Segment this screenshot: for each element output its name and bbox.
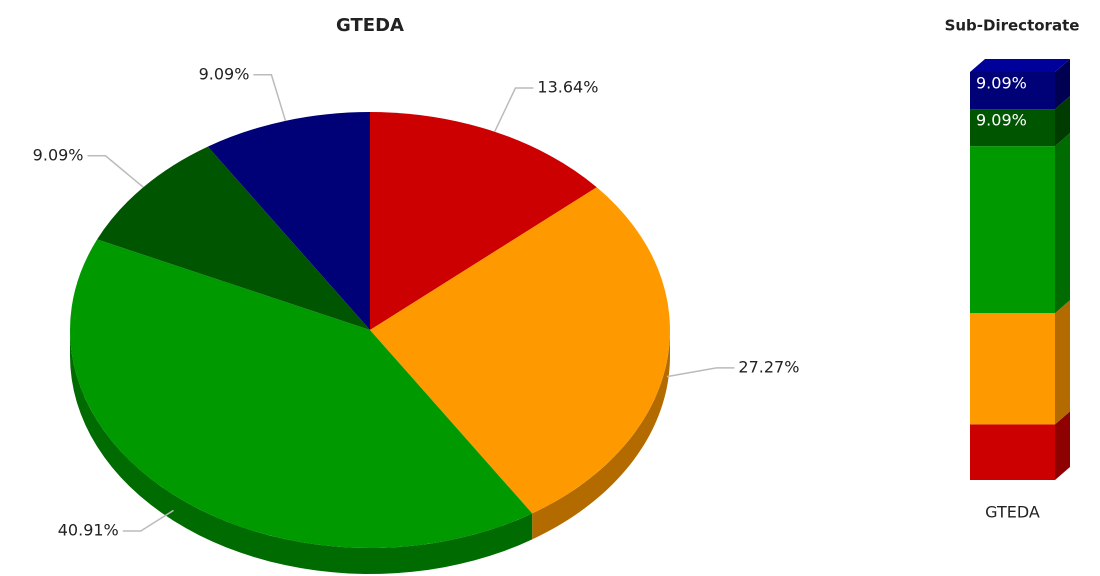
bar-side <box>1055 96 1070 147</box>
bar-segment <box>970 146 1055 314</box>
bar-side <box>1055 300 1070 425</box>
leader-line <box>666 367 735 378</box>
pie-slice <box>370 187 670 514</box>
bar-segment <box>970 424 1055 480</box>
leader-line <box>493 87 534 133</box>
bar-segment <box>970 72 1055 110</box>
pie-title: GTEDA <box>336 15 404 36</box>
x-tick-label: GTEDA <box>985 503 1040 522</box>
leader-line <box>87 155 144 188</box>
pie-side <box>70 330 533 574</box>
data-label: 9.09% <box>199 64 250 83</box>
data-label: 27.27% <box>738 357 799 376</box>
bar-top <box>970 59 1070 72</box>
bar-side <box>1055 59 1070 110</box>
leader-line <box>122 509 174 532</box>
data-label: 9.09% <box>976 74 1027 93</box>
bar-segment <box>970 313 1055 425</box>
bar-side <box>1055 133 1070 314</box>
data-label: 40.91% <box>58 521 119 540</box>
pie-slice <box>207 112 370 330</box>
pie-side <box>532 330 670 540</box>
pie-slice <box>70 239 533 548</box>
pie-slice <box>97 146 371 330</box>
pie-slice <box>370 112 597 330</box>
bar-title: Sub-Directorate <box>945 17 1080 35</box>
data-label: 9.09% <box>33 145 84 164</box>
bar-segment <box>970 109 1055 147</box>
bar-side <box>1055 411 1070 480</box>
data-label: 9.09% <box>976 111 1027 130</box>
data-label: 13.64% <box>537 78 598 97</box>
leader-line <box>253 74 287 122</box>
